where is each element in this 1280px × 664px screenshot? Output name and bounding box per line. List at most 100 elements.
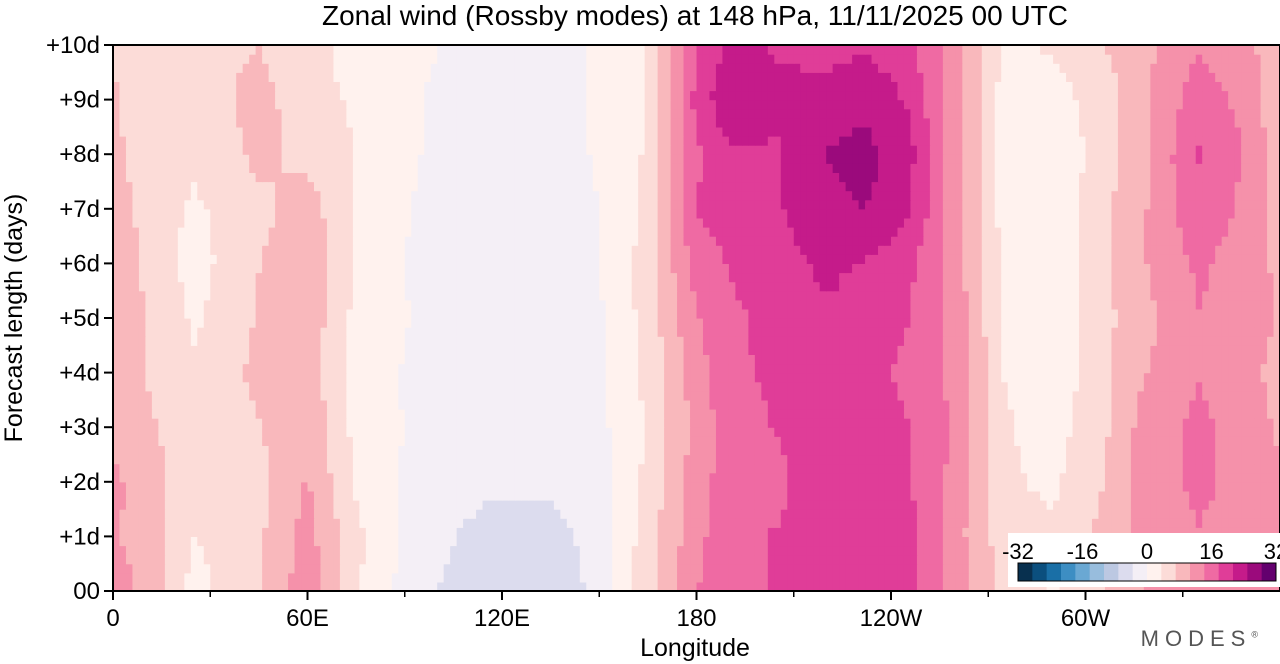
field-cell <box>262 500 270 510</box>
field-cell <box>443 463 451 474</box>
field-cell <box>216 463 224 474</box>
field-cell <box>1059 363 1067 374</box>
field-cell <box>1228 436 1236 446</box>
field-cell <box>929 536 937 547</box>
field-cell <box>800 418 808 428</box>
field-cell <box>1124 345 1132 355</box>
field-cell <box>255 554 263 565</box>
field-cell <box>288 545 296 556</box>
field-cell <box>702 527 711 537</box>
field-cell <box>573 527 581 537</box>
field-cell <box>813 345 821 355</box>
field-cell <box>275 581 283 591</box>
field-cell <box>430 354 438 365</box>
field-cell <box>346 500 354 510</box>
field-cell <box>262 418 270 428</box>
field-cell <box>132 354 140 365</box>
field-cell <box>424 572 432 583</box>
field-cell <box>424 509 432 519</box>
field-cell <box>229 509 237 519</box>
field-cell <box>981 472 989 483</box>
field-cell <box>683 527 691 537</box>
field-cell <box>365 409 373 419</box>
field-cell <box>1111 354 1119 365</box>
field-cell <box>657 427 665 437</box>
field-cell <box>936 518 944 528</box>
field-cell <box>1079 390 1087 401</box>
field-cell <box>852 518 860 528</box>
field-cell <box>255 436 263 446</box>
field-cell <box>404 509 412 519</box>
field-cell <box>307 518 315 528</box>
field-cell <box>275 500 283 510</box>
field-cell <box>210 454 218 465</box>
field-cell <box>1014 518 1022 528</box>
field-cell <box>728 572 736 583</box>
field-cell <box>826 527 834 537</box>
field-cell <box>1137 463 1145 474</box>
field-cell <box>320 490 328 501</box>
field-cell <box>1202 472 1210 483</box>
field-cell <box>981 354 989 365</box>
field-cell <box>586 518 594 528</box>
field-cell <box>670 436 678 446</box>
field-cell <box>508 518 516 528</box>
field-cell <box>320 372 328 383</box>
field-cell <box>268 545 276 556</box>
field-cell <box>774 399 782 410</box>
field-cell <box>800 454 808 465</box>
field-cell <box>923 518 931 528</box>
field-cell <box>294 481 302 492</box>
field-cell <box>670 336 678 346</box>
field-cell <box>476 372 484 383</box>
field-cell <box>586 390 594 401</box>
field-cell <box>301 336 309 346</box>
field-cell <box>1241 390 1249 401</box>
field-cell <box>1228 481 1236 492</box>
field-cell <box>670 490 678 501</box>
field-cell <box>1273 390 1280 401</box>
field-cell <box>592 445 600 456</box>
field-cell <box>210 545 218 556</box>
field-cell <box>456 481 464 492</box>
field-cell <box>1098 490 1106 501</box>
field-cell <box>145 481 153 492</box>
field-cell <box>573 399 581 410</box>
field-cell <box>547 490 555 501</box>
field-cell <box>865 399 873 410</box>
field-cell <box>767 581 775 591</box>
field-cell <box>540 427 548 437</box>
field-cell <box>1066 463 1074 474</box>
field-cell <box>1007 399 1015 410</box>
field-cell <box>741 527 749 537</box>
field-cell <box>138 490 147 501</box>
field-cell <box>942 536 950 547</box>
field-cell <box>1228 463 1236 474</box>
field-cell <box>631 536 639 547</box>
field-cell <box>754 581 762 591</box>
field-cell <box>249 518 257 528</box>
field-cell <box>715 472 724 483</box>
field-cell <box>560 354 568 365</box>
field-cell <box>1130 399 1138 410</box>
field-cell <box>560 509 568 519</box>
field-cell <box>858 372 866 383</box>
field-cell <box>113 572 121 583</box>
field-cell <box>385 409 393 419</box>
field-cell <box>1124 436 1132 446</box>
field-cell <box>534 527 542 537</box>
field-cell <box>1221 390 1229 401</box>
field-cell <box>216 554 224 565</box>
field-cell <box>949 527 957 537</box>
field-cell <box>988 536 996 547</box>
field-cell <box>780 545 788 556</box>
field-cell <box>197 409 205 419</box>
field-cell <box>1059 463 1067 474</box>
field-cell <box>138 536 147 547</box>
field-cell <box>540 454 548 465</box>
field-cell <box>372 390 380 401</box>
field-cell <box>988 354 996 365</box>
field-cell <box>644 409 652 419</box>
field-cell <box>1066 363 1074 374</box>
field-cell <box>735 581 743 591</box>
